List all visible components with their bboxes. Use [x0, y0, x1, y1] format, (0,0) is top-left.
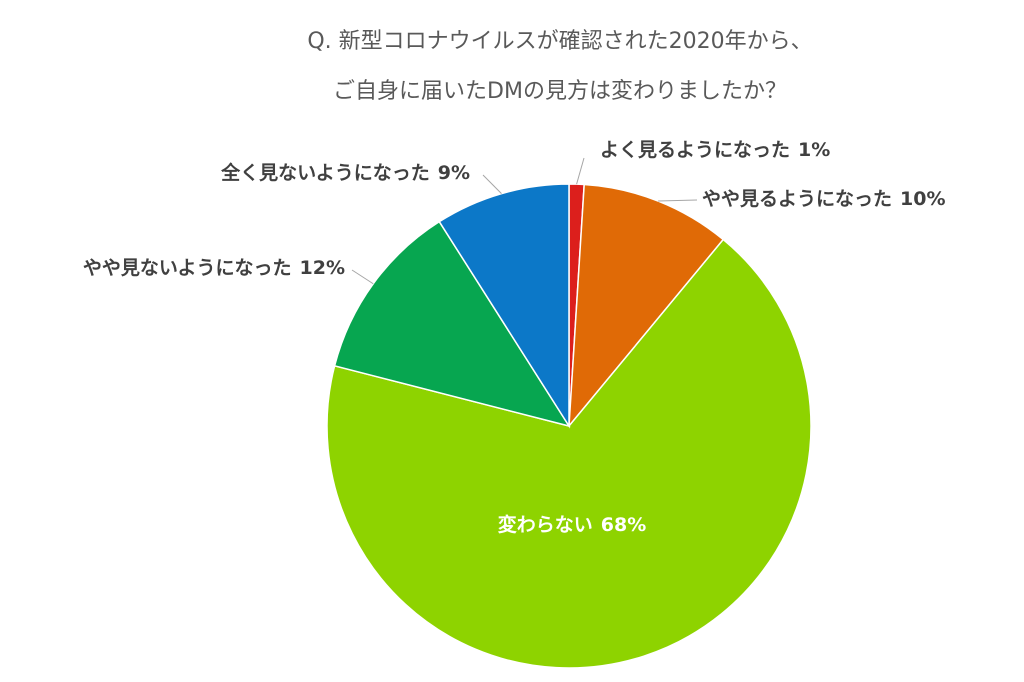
label-value: 1% — [798, 139, 830, 161]
chart-title: Q. 新型コロナウイルスが確認された2020年から、 — [307, 29, 812, 54]
leader-line — [576, 157, 585, 185]
data-label: やや見るようになった 10% — [702, 188, 946, 210]
leader-line — [482, 174, 502, 194]
leader-line — [658, 199, 698, 202]
pie-slice — [326, 238, 812, 669]
pie-slice — [333, 220, 571, 428]
label-value: 10% — [900, 188, 945, 210]
chart-title: ご自身に届いたDMの見方は変わりましたか？ — [333, 79, 787, 104]
label-category: 全く見ないようになった — [220, 161, 430, 184]
data-label: 全く見ないようになった 9% — [220, 161, 470, 184]
data-label: 変わらない 68% — [498, 513, 647, 536]
label-value: 9% — [438, 162, 470, 184]
label-category: よく見るようになった — [600, 139, 790, 161]
pie-slice — [438, 183, 570, 429]
label-value: 12% — [300, 257, 345, 279]
label-value: 68% — [601, 514, 646, 536]
data-label: よく見るようになった 1% — [600, 139, 830, 161]
leader-line — [351, 269, 374, 285]
data-label: やや見ないようになった 12% — [83, 257, 345, 279]
label-category: やや見ないようになった — [83, 257, 292, 279]
label-category: 変わらない — [498, 513, 593, 536]
label-category: やや見るようになった — [702, 188, 892, 210]
